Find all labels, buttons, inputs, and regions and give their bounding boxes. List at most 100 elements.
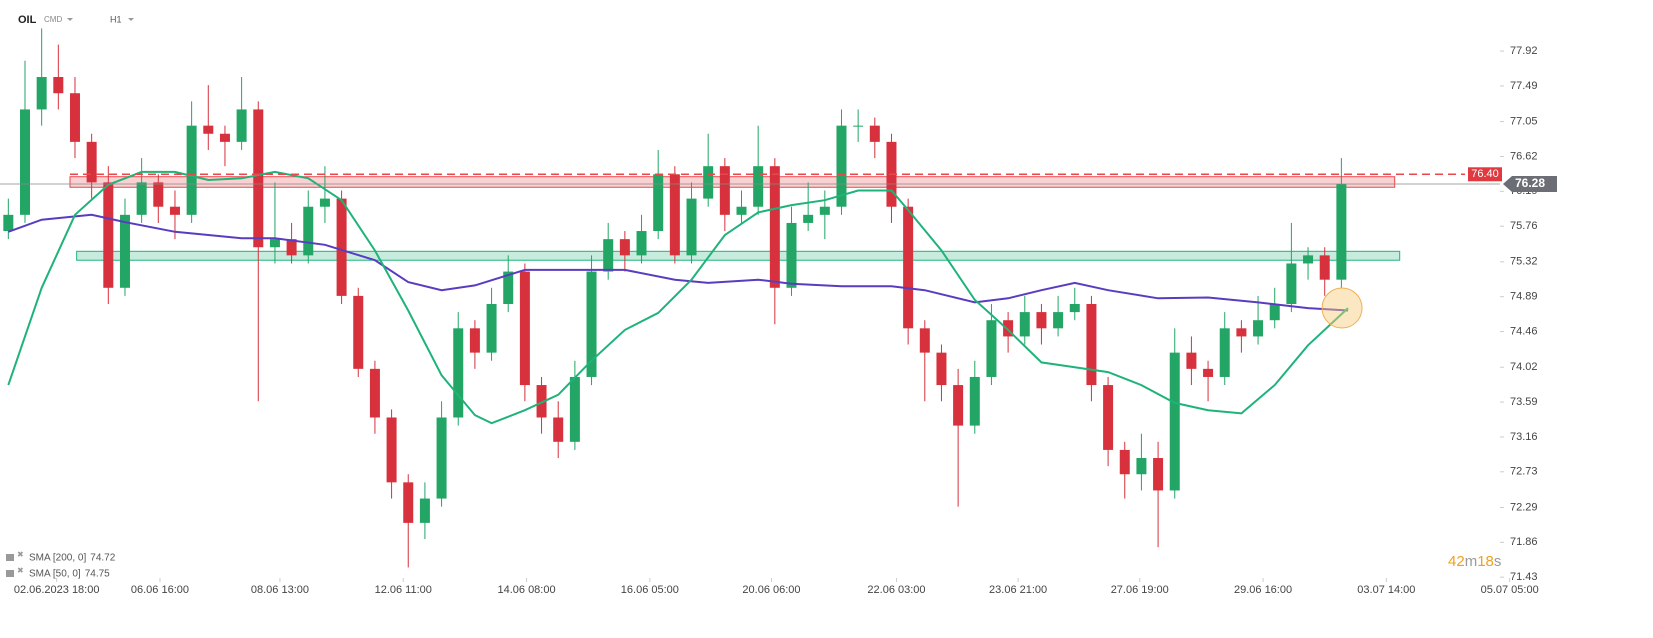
candle-body (536, 385, 547, 418)
candle-body (753, 166, 764, 207)
candle-body (986, 320, 997, 377)
candle-body (1119, 449, 1130, 475)
dropdown-icon[interactable] (67, 18, 73, 21)
candle-body (453, 328, 464, 418)
legend-value: 74.72 (90, 553, 115, 564)
highlight-circle (1321, 287, 1363, 329)
x-tick-label: 06.06 16:00 (131, 584, 189, 596)
candle-body (619, 239, 630, 256)
dropdown-icon[interactable] (128, 18, 134, 21)
candle-body (1269, 303, 1280, 321)
countdown-part: 18 (1477, 553, 1494, 570)
y-tick-label: 75.76 (1510, 220, 1538, 232)
candle-body (736, 206, 747, 215)
price-label: 76.28 (1515, 176, 1545, 190)
y-tick-label: 73.59 (1510, 396, 1538, 408)
x-tick-label: 03.07 14:00 (1357, 584, 1415, 596)
candle-body (1253, 320, 1264, 337)
candle-body (953, 385, 964, 426)
x-tick-label: 27.06 19:00 (1111, 584, 1169, 596)
countdown-part: 42 (1448, 553, 1465, 570)
candle-body (269, 239, 280, 248)
y-tick-label: 71.43 (1510, 571, 1538, 583)
y-tick-label: 77.49 (1510, 80, 1538, 92)
x-tick-label: 22.06 03:00 (867, 584, 925, 596)
zone (69, 176, 1396, 188)
candle-body (719, 166, 730, 215)
candle-body (186, 125, 197, 215)
x-tick-label: 23.06 21:00 (989, 584, 1047, 596)
candle-body (236, 109, 247, 142)
candle-body (553, 417, 564, 442)
y-tick-label: 75.32 (1510, 256, 1538, 268)
candle-body (686, 198, 697, 256)
candle-body (403, 482, 414, 523)
legend-icon (6, 570, 14, 577)
candle-body (1069, 303, 1080, 313)
candle-body (1169, 352, 1180, 491)
candle-body (486, 303, 497, 353)
symbol: OIL (18, 14, 37, 26)
candle-body (919, 328, 930, 353)
candle-body (169, 206, 180, 215)
legend-name[interactable]: SMA [200, 0] (29, 553, 86, 564)
candle-body (3, 214, 14, 232)
candle-body (1103, 385, 1114, 450)
candle-body (636, 231, 647, 256)
timeframe[interactable]: H1 (110, 14, 122, 24)
candle-body (586, 271, 597, 377)
x-tick-label: 20.06 06:00 (742, 584, 800, 596)
y-tick-label: 76.62 (1510, 150, 1538, 162)
candle-body (1053, 312, 1064, 329)
alert-label-box (1468, 167, 1502, 182)
candle-body (936, 352, 947, 386)
sma-line (7, 170, 1349, 425)
candle-body (819, 206, 830, 215)
candle-body (319, 198, 330, 207)
candle-body (836, 125, 847, 207)
candle-body (1003, 320, 1014, 337)
y-tick-label: 77.92 (1510, 45, 1538, 57)
x-tick-label: 12.06 11:00 (375, 584, 432, 596)
candle-body (1303, 255, 1314, 264)
x-tick-label: 08.06 13:00 (251, 584, 309, 596)
countdown-part: m (1465, 553, 1478, 570)
candle-body (1336, 184, 1347, 280)
candle-body (1219, 328, 1230, 377)
candle-body (153, 182, 164, 207)
market: CMD (44, 15, 62, 24)
candle-body (969, 376, 980, 426)
candle-body (369, 368, 380, 418)
x-tick-label: 29.06 16:00 (1234, 584, 1292, 596)
y-tick-label: 73.16 (1510, 431, 1538, 443)
y-tick-label: 72.29 (1510, 501, 1538, 513)
candle-body (669, 174, 680, 256)
candle-body (19, 109, 30, 215)
candle-body (1203, 368, 1214, 377)
legend-close: ✖ (17, 550, 24, 559)
candle-body (303, 206, 314, 256)
candle-body (603, 239, 614, 272)
sma-line (7, 213, 1349, 312)
legend-close: ✖ (17, 566, 24, 575)
candle-body (1019, 312, 1030, 337)
candle-body (203, 125, 214, 134)
candle-body (469, 328, 480, 353)
candle-body (119, 214, 130, 288)
x-tick-label: 05.07 05:00 (1481, 584, 1539, 596)
y-tick-label: 74.46 (1510, 325, 1538, 337)
candle-body (386, 417, 397, 483)
candle-body (436, 417, 447, 499)
candle-body (503, 271, 514, 304)
candle-body (53, 77, 64, 94)
candle-body (286, 239, 297, 256)
candle-body (1036, 312, 1047, 329)
x-tick-label: 14.06 08:00 (497, 584, 555, 596)
legend-icon (6, 554, 14, 561)
candle-body (36, 77, 47, 110)
legend-name[interactable]: SMA [50, 0] (29, 569, 81, 580)
countdown-part: s (1494, 553, 1502, 570)
candle-body (86, 141, 97, 183)
